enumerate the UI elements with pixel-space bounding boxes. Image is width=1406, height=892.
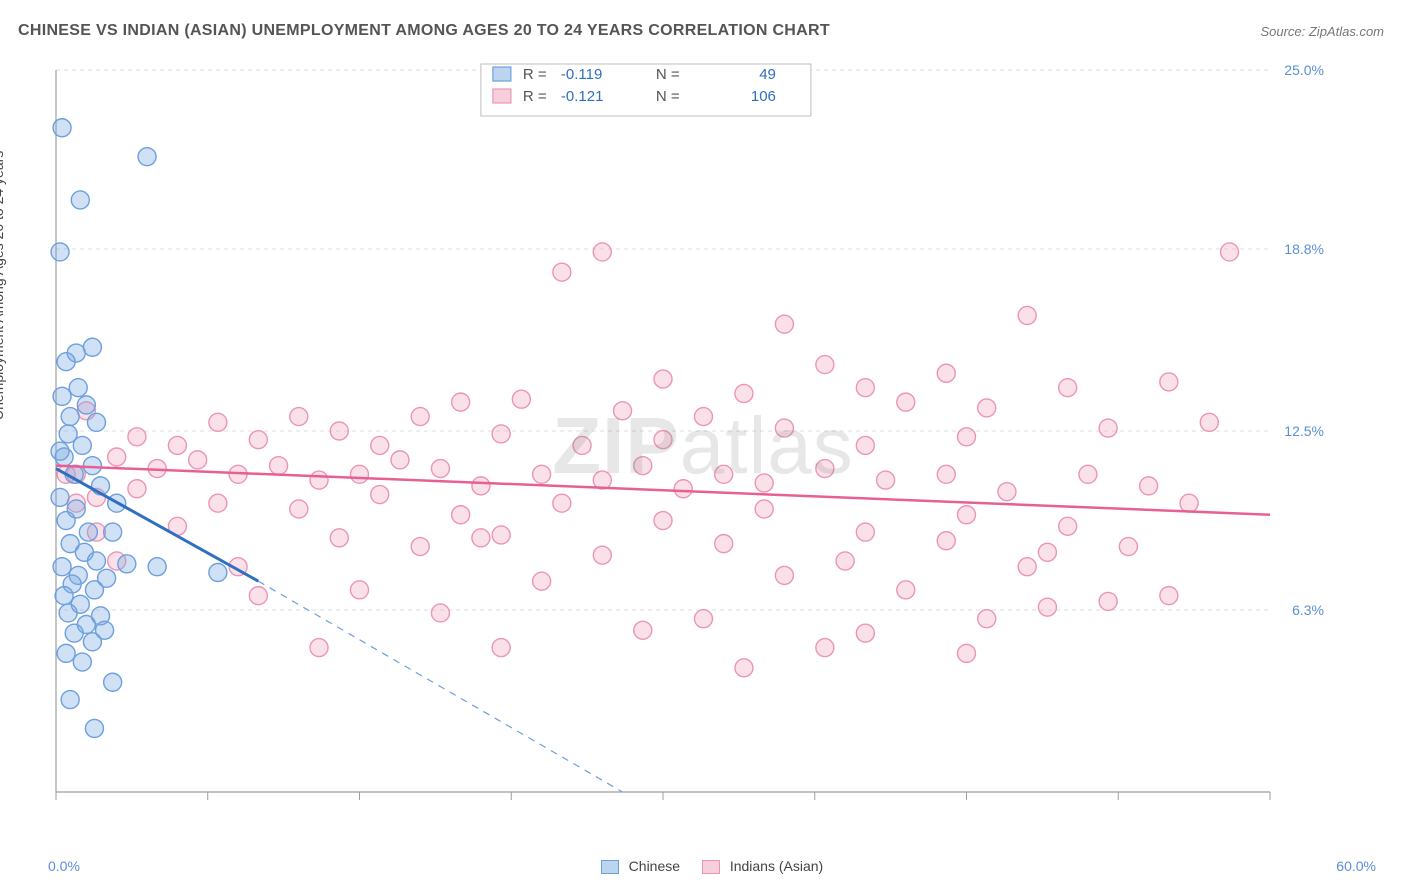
svg-text:6.3%: 6.3% xyxy=(1292,602,1324,618)
svg-text:25.0%: 25.0% xyxy=(1284,62,1324,78)
chart-source: Source: ZipAtlas.com xyxy=(1260,24,1384,39)
legend-swatch-indians xyxy=(702,860,720,874)
svg-text:18.8%: 18.8% xyxy=(1284,241,1324,257)
chart-title: CHINESE VS INDIAN (ASIAN) UNEMPLOYMENT A… xyxy=(18,22,830,40)
scatter-plot: 25.0% 18.8% 12.5% 6.3% R = -0.119 N = 49 R = -0.1… xyxy=(50,62,1330,812)
chart-container: CHINESE VS INDIAN (ASIAN) UNEMPLOYMENT A… xyxy=(0,0,1406,892)
svg-text:N =: N = xyxy=(656,66,680,83)
svg-text:49: 49 xyxy=(759,66,776,83)
svg-text:R =: R = xyxy=(523,88,547,105)
svg-text:106: 106 xyxy=(751,88,776,105)
legend-label-indians: Indians (Asian) xyxy=(730,858,823,874)
svg-text:N =: N = xyxy=(656,88,680,105)
svg-text:R =: R = xyxy=(523,66,547,83)
bottom-legend: Chinese Indians (Asian) xyxy=(0,858,1406,874)
svg-text:-0.121: -0.121 xyxy=(561,88,604,105)
legend-label-chinese: Chinese xyxy=(629,858,680,874)
svg-text:12.5%: 12.5% xyxy=(1284,423,1324,439)
legend-swatch-chinese xyxy=(601,860,619,874)
y-axis-label: Unemployment Among Ages 20 to 24 years xyxy=(0,151,6,420)
svg-text:-0.119: -0.119 xyxy=(561,66,602,83)
